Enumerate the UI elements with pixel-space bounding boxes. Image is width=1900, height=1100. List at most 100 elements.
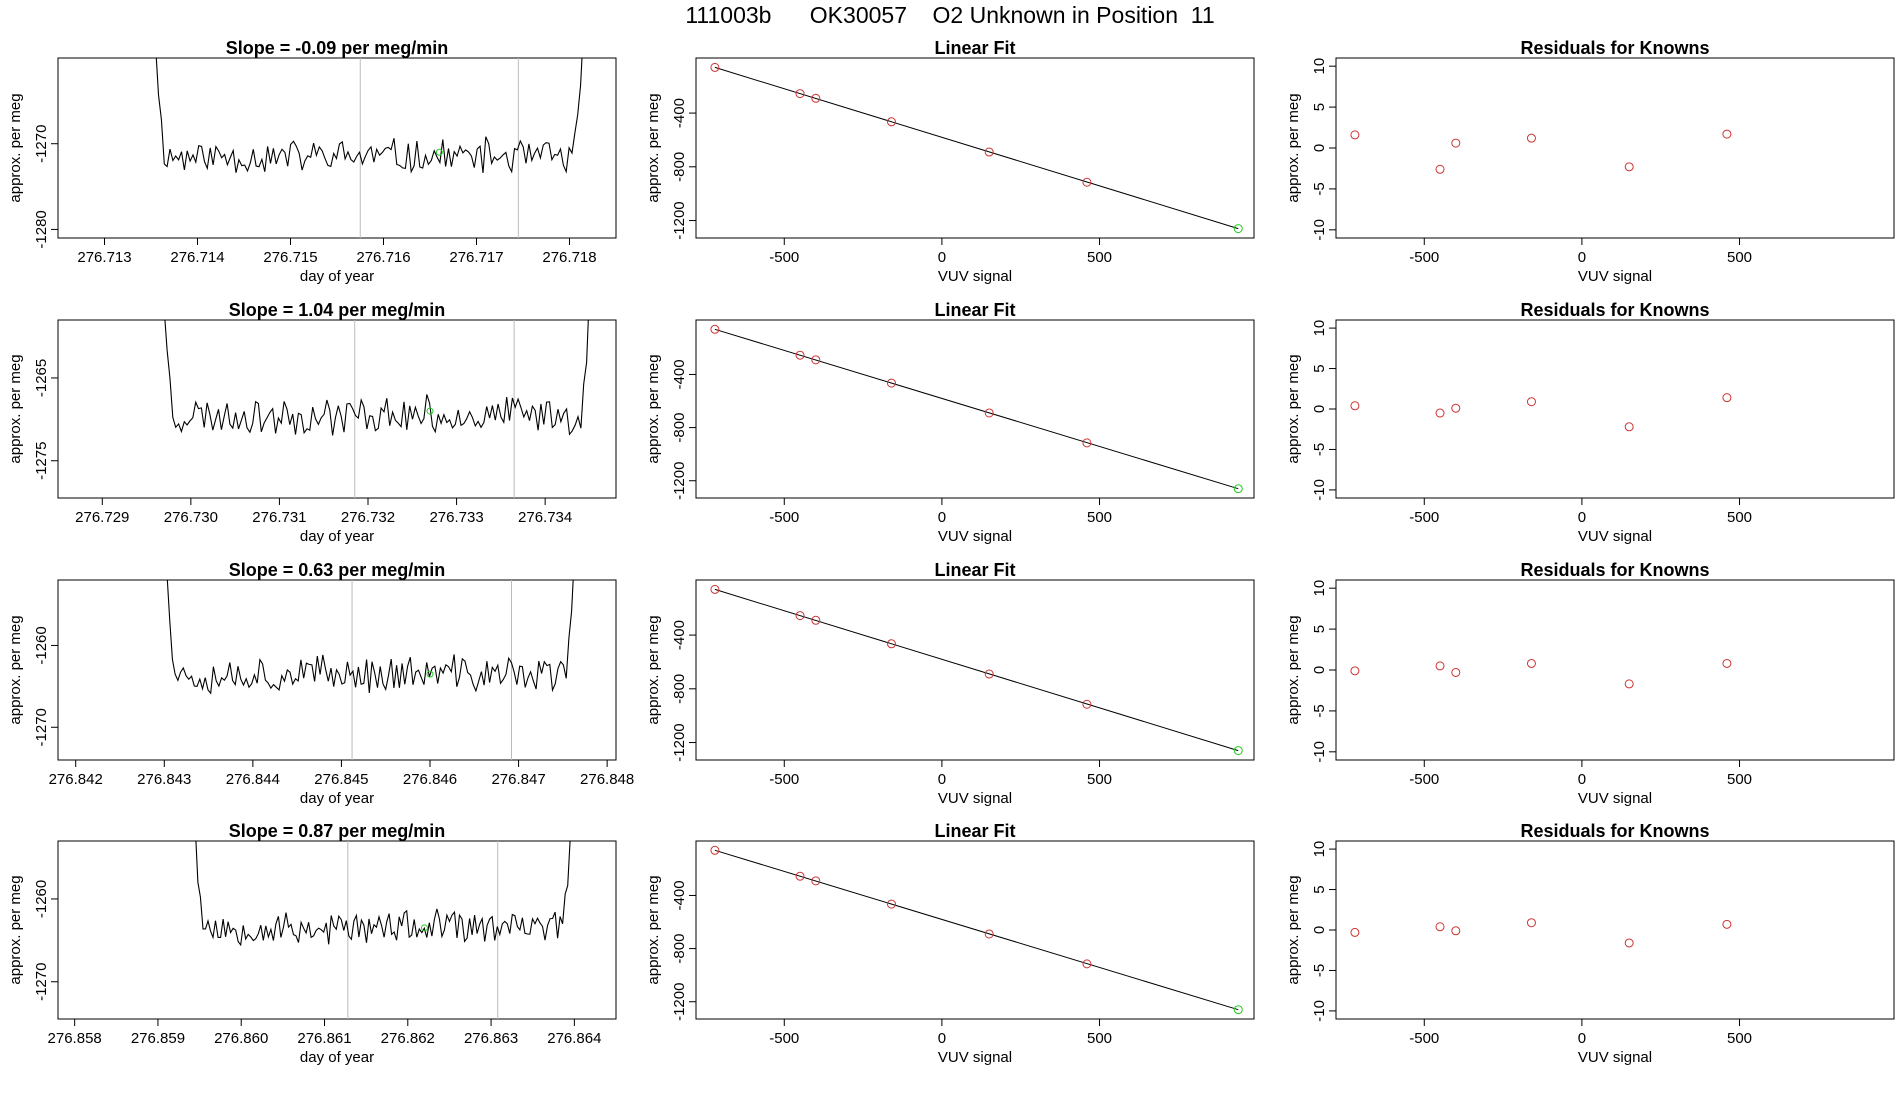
x-tick-label: 276.860 <box>214 1030 268 1047</box>
known-point <box>1624 679 1634 689</box>
x-tick-label: 0 <box>1578 771 1586 788</box>
x-axis-label: day of year <box>300 790 374 807</box>
y-tick-label: -800 <box>671 674 688 704</box>
x-tick-label: 276.732 <box>341 509 395 526</box>
plot-frame <box>57 840 617 1020</box>
x-tick-label: 0 <box>1578 1030 1586 1047</box>
plot-frame <box>695 579 1255 761</box>
y-tick-label: -1270 <box>33 708 50 746</box>
y-axis-label: approx. per meg <box>645 93 662 202</box>
y-axis-label: approx. per meg <box>7 93 24 202</box>
y-tick-label: -5 <box>1311 443 1328 456</box>
x-tick-label: 276.863 <box>464 1030 518 1047</box>
y-tick-label: -1265 <box>33 359 50 397</box>
known-point <box>1435 922 1445 932</box>
y-tick-label: 0 <box>1311 405 1328 413</box>
x-axis-label: VUV signal <box>938 1049 1012 1066</box>
x-tick-label: 500 <box>1727 509 1752 526</box>
known-point <box>1082 177 1092 187</box>
unknown-point <box>1233 1005 1243 1015</box>
y-axis-label: approx. per meg <box>1285 615 1302 724</box>
x-tick-label: 276.845 <box>314 771 368 788</box>
y-tick-label: -1200 <box>671 462 688 500</box>
panel-title: Linear Fit <box>934 821 1015 841</box>
x-axis-label: day of year <box>300 268 374 285</box>
unknown-point <box>1233 224 1243 234</box>
y-tick-label: -400 <box>671 620 688 650</box>
y-axis-label: approx. per meg <box>1285 875 1302 984</box>
y-tick-label: -5 <box>1311 182 1328 195</box>
panel-r2-c0: Slope = 0.63 per meg/min 276.842 276.843 27… <box>7 560 634 807</box>
x-tick-label: -500 <box>1409 509 1439 526</box>
fit-line <box>714 849 1239 1011</box>
signal-trace <box>195 841 571 947</box>
x-axis-label: VUV signal <box>1578 268 1652 285</box>
signal-trace <box>155 58 583 174</box>
x-tick-label: 276.734 <box>518 509 572 526</box>
x-axis-label: VUV signal <box>938 790 1012 807</box>
y-axis-label: approx. per meg <box>645 875 662 984</box>
y-tick-label: -1275 <box>33 442 50 480</box>
known-point <box>811 355 821 365</box>
known-point <box>984 147 994 157</box>
panel-r3-c0: Slope = 0.87 per meg/min 276.858 276.859 27… <box>7 821 617 1066</box>
y-tick-label: -10 <box>1311 219 1328 241</box>
x-tick-label: 276.731 <box>252 509 306 526</box>
known-point <box>1624 162 1634 172</box>
x-axis-label: day of year <box>300 528 374 545</box>
known-point <box>886 117 896 127</box>
known-point <box>1082 959 1092 969</box>
y-tick-label: -800 <box>671 152 688 182</box>
panel-title: Linear Fit <box>934 560 1015 580</box>
known-point <box>1722 393 1732 403</box>
x-tick-label: -500 <box>769 509 799 526</box>
signal-trace <box>164 320 589 436</box>
known-point <box>1082 699 1092 709</box>
known-point <box>1624 422 1634 432</box>
y-tick-label: 0 <box>1311 666 1328 674</box>
y-tick-label: -1200 <box>671 723 688 761</box>
y-axis-label: approx. per meg <box>1285 93 1302 202</box>
panel-title: Residuals for Knowns <box>1520 38 1709 58</box>
panel-r1-c1: Linear Fit -500 0 500 -400 -800 -1200 VUV signa… <box>645 300 1255 545</box>
plot-frame <box>57 579 617 761</box>
x-tick-label: -500 <box>1409 249 1439 266</box>
x-tick-label: -500 <box>1409 771 1439 788</box>
panel-r3-c1: Linear Fit -500 0 500 -400 -800 -1200 VUV signa… <box>645 821 1255 1066</box>
panel-r1-c2: Residuals for Knowns -500 0 500 10 5 0 -5 -10 VUV… <box>1285 300 1895 545</box>
y-tick-label: -10 <box>1311 479 1328 501</box>
y-tick-label: 0 <box>1311 144 1328 152</box>
known-point <box>886 899 896 909</box>
plot-frame <box>695 319 1255 499</box>
known-point <box>1451 667 1461 677</box>
x-tick-label: 276.716 <box>356 249 410 266</box>
y-tick-label: 5 <box>1311 885 1328 893</box>
known-point <box>1435 164 1445 174</box>
x-tick-label: 0 <box>1578 509 1586 526</box>
x-tick-label: 500 <box>1727 771 1752 788</box>
x-tick-label: 276.842 <box>49 771 103 788</box>
y-axis-label: approx. per meg <box>7 354 24 463</box>
known-point <box>886 639 896 649</box>
known-point <box>1624 938 1634 948</box>
panel-r2-c1: Linear Fit -500 0 500 -400 -800 -1200 VUV signa… <box>645 560 1255 807</box>
panel-r2-c2: Residuals for Knowns -500 0 500 10 5 0 -5 -10 VUV… <box>1285 560 1895 807</box>
fit-line <box>714 588 1239 752</box>
x-tick-label: 276.714 <box>170 249 224 266</box>
unknown-point <box>1233 484 1243 494</box>
known-point <box>1526 133 1536 143</box>
x-tick-label: 276.848 <box>580 771 634 788</box>
y-tick-label: -1260 <box>33 626 50 664</box>
y-tick-label: 10 <box>1311 320 1328 337</box>
known-point <box>795 89 805 99</box>
x-tick-label: 276.844 <box>226 771 280 788</box>
known-point <box>984 408 994 418</box>
page-title: 111003b OK30057 O2 Unknown in Position 1… <box>685 2 1215 28</box>
panel-title: Residuals for Knowns <box>1520 821 1709 841</box>
plot-frame <box>695 57 1255 239</box>
x-tick-label: 0 <box>938 771 946 788</box>
known-point <box>1350 927 1360 937</box>
y-tick-label: -1200 <box>671 983 688 1021</box>
